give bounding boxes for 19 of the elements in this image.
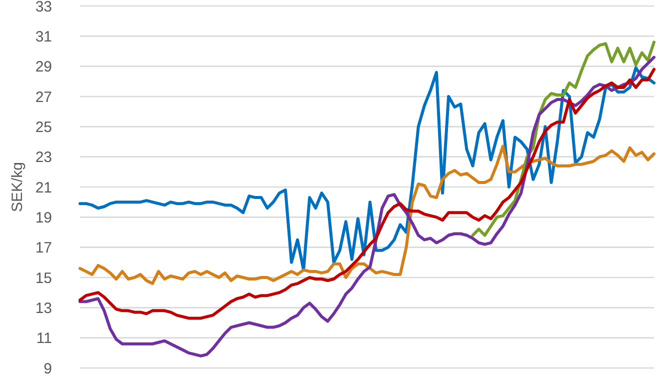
y-tick-label: 29	[35, 58, 52, 76]
line-series	[78, 66, 656, 272]
y-tick-label: 27	[35, 88, 52, 106]
line-series	[78, 68, 656, 320]
y-tick-label: 9	[44, 360, 52, 376]
line-series	[78, 144, 656, 286]
y-tick-label: 23	[35, 149, 52, 166]
y-tick-label: 21	[35, 179, 52, 196]
y-axis-title: SEK/kg	[9, 162, 26, 212]
y-tick-label: 33	[35, 0, 52, 16]
y-tick-label: 17	[35, 240, 52, 257]
y-tick-label: 19	[35, 209, 52, 226]
line-series	[78, 56, 656, 358]
y-tick-label: 13	[35, 300, 52, 317]
y-tick-label: 11	[36, 330, 52, 348]
y-tick-label: 25	[35, 118, 52, 136]
y-tick-label: 31	[35, 28, 52, 46]
line-series	[471, 40, 656, 237]
y-tick-label: 15	[35, 270, 52, 287]
